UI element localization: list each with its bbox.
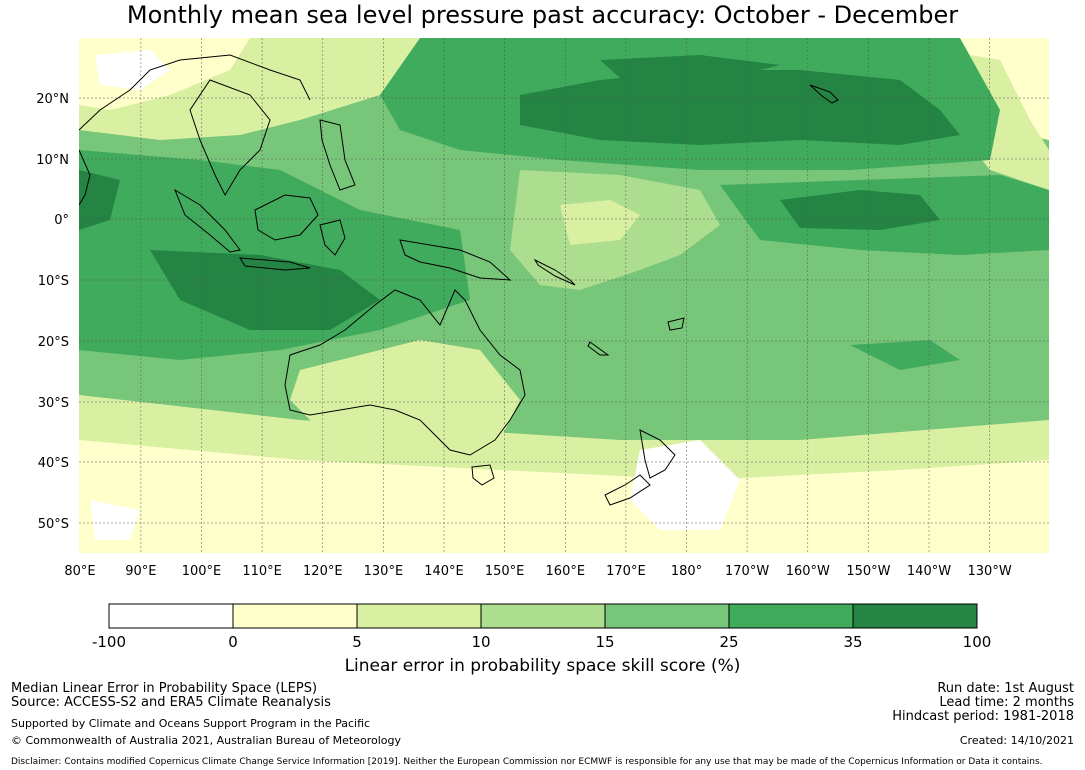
lon-label: 170°W	[725, 564, 769, 579]
colorbar-ticks: -100 0 5 10 15 25 35 100	[92, 633, 991, 651]
field-north-cream-2	[95, 50, 170, 90]
lat-label: 0°	[54, 213, 69, 228]
colorbar-swatch	[852, 603, 978, 629]
colorbar-swatch	[604, 603, 730, 629]
coast-new-guinea	[399, 239, 512, 281]
coast-fiji	[667, 317, 685, 331]
field-npac-dark-2	[600, 55, 780, 80]
lat-label: 30°S	[38, 396, 69, 411]
colorbar-label: Linear error in probability space skill …	[344, 656, 741, 676]
lat-label: 10°N	[36, 153, 69, 168]
coast-new-zealand-s	[604, 474, 651, 506]
footer-copyright: © Commonwealth of Australia 2021, Austra…	[11, 734, 401, 747]
footer-disclaimer: Disclaimer: Contains modified Copernicus…	[11, 757, 1043, 767]
colorbar-swatch	[232, 603, 358, 629]
colorbar-swatch	[480, 603, 606, 629]
lon-label: 120°E	[303, 564, 343, 579]
lat-label: 20°N	[36, 92, 69, 107]
footer-hindcast: Hindcast period: 1981-2018	[892, 709, 1074, 724]
colorbar-tick: 0	[228, 633, 238, 651]
field-npac-dark	[520, 70, 960, 145]
lon-label: 180°	[671, 564, 702, 579]
colorbar-tick: 5	[352, 633, 362, 651]
footer-lead-time: Lead time: 2 months	[939, 695, 1074, 710]
footer-source: Source: ACCESS-S2 and ERA5 Climate Reana…	[11, 695, 331, 710]
coast-hawaii	[809, 84, 839, 104]
field-sw-white	[90, 500, 140, 540]
coast-tasmania	[471, 464, 495, 486]
graticule	[79, 38, 1049, 553]
lon-label: 160°W	[786, 564, 830, 579]
coast-java	[239, 257, 311, 271]
coast-australia	[284, 289, 526, 456]
colorbar-swatch	[108, 603, 234, 629]
field-se-green-2	[850, 340, 960, 370]
lon-label: 150°W	[846, 564, 890, 579]
lon-label: 140°W	[907, 564, 951, 579]
coast-sulawesi	[319, 219, 346, 256]
colorbar-swatch	[356, 603, 482, 629]
footer-created: Created: 14/10/2021	[959, 734, 1074, 747]
coast-indochina	[189, 79, 271, 197]
colorbar-tick: 100	[963, 633, 992, 651]
lon-label: 130°W	[968, 564, 1012, 579]
colorbar-tick: 10	[471, 633, 490, 651]
footer-run-date: Run date: 1st August	[937, 681, 1074, 696]
footer-method: Median Linear Error in Probability Space…	[11, 681, 318, 696]
coast-new-caledonia	[587, 341, 610, 356]
colorbar-tick: 15	[595, 633, 614, 651]
lon-label: 110°E	[242, 564, 282, 579]
field-nz-white	[630, 440, 740, 530]
lat-label: 20°S	[38, 335, 69, 350]
coastlines	[79, 54, 839, 506]
coast-solomons	[533, 258, 576, 286]
footer-support: Supported by Climate and Oceans Support …	[11, 717, 371, 730]
colorbar-tick: -100	[92, 633, 126, 651]
lon-label: 90°E	[125, 564, 156, 579]
coast-philippines	[319, 119, 356, 191]
lat-label: 40°S	[38, 456, 69, 471]
lon-label: 130°E	[364, 564, 404, 579]
lat-label: 10°S	[38, 274, 69, 289]
lon-label: 80°E	[64, 564, 95, 579]
lat-label: 50°S	[38, 517, 69, 532]
coast-new-zealand-n	[639, 429, 676, 479]
field-timor-dark	[150, 250, 380, 330]
lon-label: 140°E	[424, 564, 464, 579]
colorbar-tick: 25	[719, 633, 738, 651]
lon-label: 160°E	[546, 564, 586, 579]
lon-label: 150°E	[485, 564, 525, 579]
lon-label: 170°E	[606, 564, 646, 579]
colorbar	[108, 603, 978, 629]
coast-india	[79, 149, 91, 206]
field-south-cream	[79, 440, 1049, 553]
lat-labels: 20°N 10°N 0° 10°S 20°S 30°S 40°S 50°S	[36, 92, 69, 532]
coast-borneo	[254, 194, 319, 241]
colorbar-swatch	[728, 603, 854, 629]
field-west-dark	[79, 170, 120, 230]
colorbar-tick: 35	[843, 633, 862, 651]
lon-labels: 80°E 90°E 100°E 110°E 120°E 130°E 140°E …	[64, 564, 1011, 579]
coast-asia-north	[79, 54, 311, 131]
field-eq-pale-2	[560, 200, 640, 245]
coast-sumatra	[173, 188, 241, 253]
lon-label: 100°E	[182, 564, 222, 579]
field-eq-east-dark2	[780, 190, 940, 230]
map-title: Monthly mean sea level pressure past acc…	[126, 1, 959, 29]
